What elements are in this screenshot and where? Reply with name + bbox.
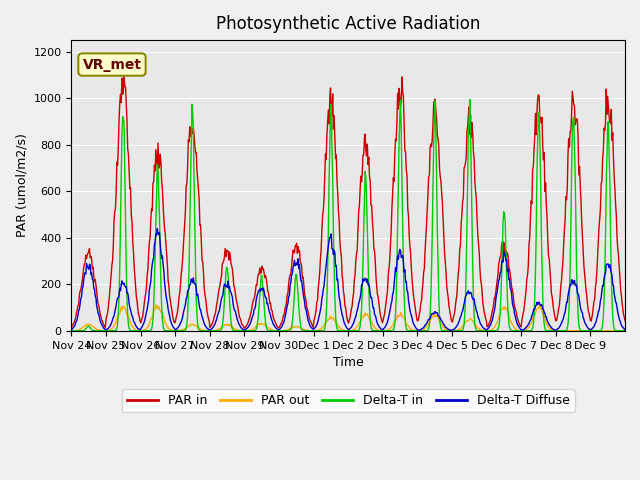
PAR in — [68, 324, 76, 330]
Delta-T in — [102, 328, 109, 334]
Delta-T Diffuse — [284, 303, 291, 309]
PAR out — [132, 327, 140, 333]
Delta-T in — [235, 328, 243, 334]
PAR out — [283, 327, 291, 333]
PAR in — [407, 251, 415, 256]
Line: PAR in: PAR in — [72, 77, 625, 328]
Delta-T in — [68, 328, 76, 334]
PAR out — [436, 320, 444, 325]
Line: PAR out: PAR out — [72, 305, 625, 331]
Delta-T in — [621, 328, 629, 334]
PAR in — [438, 190, 445, 196]
PAR out — [536, 302, 543, 308]
PAR in — [133, 298, 141, 304]
Delta-T Diffuse — [438, 318, 445, 324]
PAR in — [120, 74, 128, 80]
PAR out — [262, 322, 269, 328]
Delta-T in — [262, 324, 270, 330]
Delta-T Diffuse — [68, 326, 76, 332]
Delta-T Diffuse — [132, 324, 140, 329]
PAR in — [263, 281, 271, 287]
PAR out — [234, 327, 242, 333]
PAR out — [405, 324, 413, 330]
Delta-T in — [133, 328, 141, 334]
PAR out — [68, 328, 76, 334]
Legend: PAR in, PAR out, Delta-T in, Delta-T Diffuse: PAR in, PAR out, Delta-T in, Delta-T Dif… — [122, 389, 575, 412]
PAR in — [284, 290, 292, 296]
Delta-T in — [406, 328, 413, 334]
Delta-T Diffuse — [154, 226, 161, 231]
Delta-T Diffuse — [406, 307, 413, 313]
Delta-T in — [466, 96, 474, 102]
Delta-T in — [437, 325, 445, 331]
Delta-T in — [284, 328, 291, 334]
Delta-T Diffuse — [235, 321, 243, 327]
Text: VR_met: VR_met — [83, 58, 141, 72]
PAR in — [621, 318, 629, 324]
Title: Photosynthetic Active Radiation: Photosynthetic Active Radiation — [216, 15, 481, 33]
Y-axis label: PAR (umol/m2/s): PAR (umol/m2/s) — [15, 133, 28, 238]
PAR out — [552, 328, 560, 334]
PAR out — [621, 328, 629, 334]
X-axis label: Time: Time — [333, 356, 364, 369]
Line: Delta-T Diffuse: Delta-T Diffuse — [72, 228, 625, 330]
Delta-T Diffuse — [621, 327, 629, 333]
PAR in — [235, 311, 243, 317]
Delta-T Diffuse — [414, 327, 422, 333]
Delta-T Diffuse — [262, 295, 270, 301]
Line: Delta-T in: Delta-T in — [72, 99, 625, 331]
PAR in — [241, 325, 248, 331]
